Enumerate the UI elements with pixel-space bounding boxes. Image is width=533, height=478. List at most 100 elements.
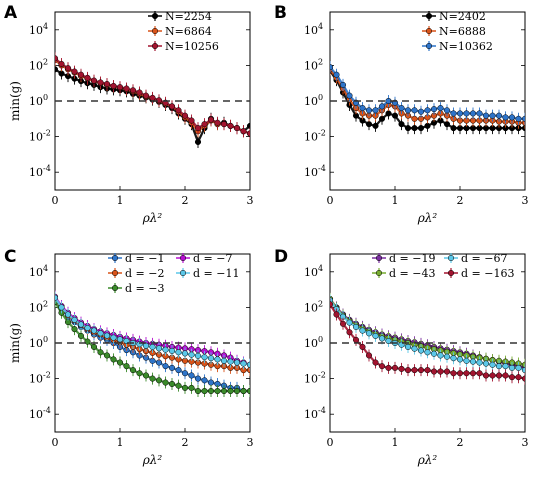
x-tick-label: 3 [247,194,254,207]
data-point [110,356,117,363]
data-point [227,122,234,129]
data-point [515,115,522,122]
data-point [456,370,464,377]
data-point [443,121,451,128]
y-tick-label: 10-2 [304,129,326,144]
legend-label: d = −43 [389,267,435,280]
data-point [521,115,525,122]
data-point [502,372,509,379]
legend-label: d = −11 [193,267,239,280]
data-point [201,354,208,361]
series-2 [55,52,250,140]
data-point [97,330,104,337]
data-point [188,117,195,124]
panel-letter: B [274,3,287,23]
legend-marker [447,254,455,262]
legend-marker [151,27,159,35]
legend-label: N=6864 [165,25,212,38]
data-point [240,387,247,395]
data-point [71,326,78,333]
data-point [521,125,525,132]
data-point [330,301,334,308]
x-axis-label: ρλ² [417,453,438,467]
x-axis-label: ρλ² [142,211,163,225]
data-point [194,138,202,146]
data-point [463,110,470,117]
data-point [359,105,366,112]
data-point [136,370,143,377]
data-point [77,332,85,339]
data-point [359,343,366,350]
data-point [404,107,412,114]
data-point [168,364,176,371]
data-point [71,68,78,75]
data-point [463,370,470,377]
data-point [359,327,366,334]
legend-marker [111,284,119,292]
data-point [246,130,250,137]
legend-label: d = −2 [125,267,164,280]
data-point [365,330,373,337]
data-point [469,110,477,117]
data-point [424,349,431,356]
y-tick-label: 104 [29,22,48,37]
data-point [168,103,176,110]
data-point [508,114,516,121]
data-point [417,367,425,374]
plot-area [330,292,525,385]
data-point [214,387,221,395]
data-point [469,370,477,377]
data-point [155,345,163,352]
data-point [110,82,117,90]
data-point [246,387,250,395]
data-point [333,71,340,78]
data-point [168,347,176,354]
data-point [123,363,130,370]
data-point [385,364,392,371]
data-point [378,115,386,122]
x-tick-label: 1 [392,436,399,449]
data-point [411,367,418,374]
data-point [168,380,176,388]
x-tick-label: 2 [457,194,464,207]
legend-label: N=10362 [439,40,493,53]
data-point [372,359,379,366]
data-point [456,110,464,117]
data-point [162,346,169,353]
data-point [482,112,490,119]
y-tick-label: 100 [29,93,48,108]
data-point [181,370,189,377]
y-axis-label: min(g) [8,81,22,121]
data-point [450,110,457,117]
data-point [188,384,195,391]
data-point [365,352,373,359]
data-point [330,64,334,71]
data-point [489,112,496,119]
data-point [404,367,412,374]
data-point [430,368,438,375]
data-point [162,379,169,386]
data-point [385,337,392,345]
legend-label: d = −1 [125,252,164,265]
legend: d = −19 d = −43 d = −67 d = −163 [372,252,514,280]
data-point [411,345,418,352]
legend-marker [425,12,433,20]
data-point [149,375,156,382]
legend-marker [425,42,433,50]
data-point [404,125,412,132]
data-point [129,87,137,94]
data-point [378,103,386,110]
data-point [502,114,509,121]
data-point [214,356,221,363]
data-point [201,377,208,384]
y-tick-label: 10-4 [29,406,51,421]
data-point [58,60,65,68]
data-point [188,372,195,379]
y-tick-label: 104 [304,264,323,279]
plot-area [55,52,250,148]
data-point [194,352,202,359]
data-point [398,365,405,372]
data-point [476,359,483,366]
panel-letter: C [4,247,16,267]
legend-marker [375,254,383,262]
